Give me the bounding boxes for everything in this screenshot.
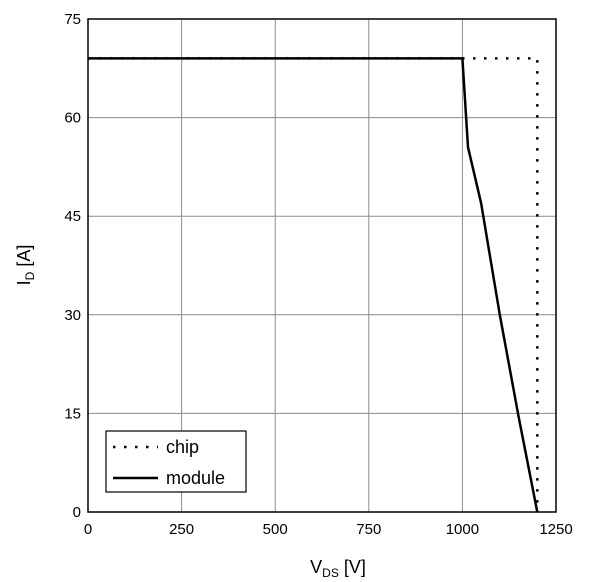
x-axis-title-unit: [V] <box>344 557 366 577</box>
legend: chip module <box>105 430 247 493</box>
y-axis-title-unit: [A] <box>14 245 34 267</box>
x-tick-label: 250 <box>169 521 194 538</box>
x-axis-title-main: V <box>310 557 322 577</box>
legend-label-module: module <box>166 468 225 488</box>
y-tick-label: 75 <box>64 11 81 28</box>
y-axis-title: ID [A] <box>14 245 37 286</box>
legend-label-chip: chip <box>166 437 199 457</box>
series-group <box>88 57 539 513</box>
y-axis-title-subscript: D <box>23 271 37 280</box>
x-tick-labels: 0 250 500 750 1000 1250 <box>84 521 573 538</box>
x-axis-title: VDS [V] <box>310 557 366 580</box>
y-axis-title-main: I <box>14 280 34 285</box>
y-tick-label: 15 <box>64 405 81 422</box>
y-tick-labels: 0 15 30 45 60 75 <box>64 11 81 521</box>
x-tick-label: 1000 <box>446 521 479 538</box>
x-tick-label: 1250 <box>539 521 572 538</box>
x-tick-label: 500 <box>263 521 288 538</box>
plot-frame <box>87 18 557 513</box>
y-tick-label: 0 <box>73 504 81 521</box>
y-tick-label: 60 <box>64 110 81 127</box>
x-tick-label: 750 <box>356 521 381 538</box>
legend-box <box>105 430 247 493</box>
y-tick-label: 45 <box>64 208 81 225</box>
x-tick-label: 0 <box>84 521 92 538</box>
y-tick-label: 30 <box>64 307 81 324</box>
series-line-module <box>88 57 539 513</box>
x-axis-title-subscript: DS <box>322 566 339 580</box>
